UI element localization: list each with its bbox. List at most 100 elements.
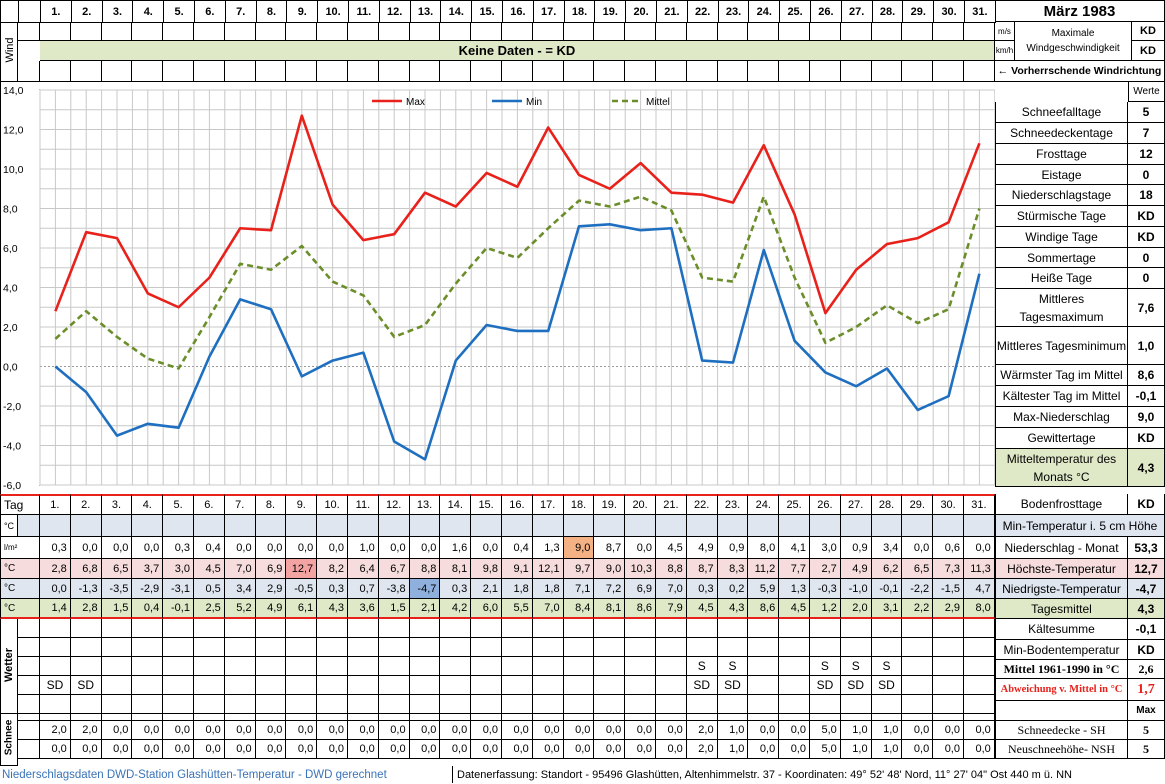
blank-cell [871,61,903,82]
unit-c: °C [0,515,18,537]
blank-cell [409,61,441,82]
nsh-cell: 0,0 [317,740,348,759]
stats-panel: Schneefalltage 5 Schneedeckentage 7 Frosttag… [995,102,1165,495]
stat-value: 7,6 [1128,289,1165,327]
blank-cell [18,657,40,676]
tag-day: 7. [224,494,256,515]
blank-cell [286,22,318,41]
nsh-cell: 0,0 [40,740,71,759]
footer-right: Datenerfassung: Standort - 95496 Glashüt… [452,766,1165,783]
sh-cell: 0,0 [101,721,133,740]
tag-day: 16. [502,494,533,515]
min5-cell [563,515,595,537]
blank-cell [532,22,564,41]
min5-cell [378,515,410,537]
blank-cell [409,22,441,41]
max-cell: 3,0 [163,559,194,579]
mean-cell: 2,0 [840,599,872,619]
schnee-label-cell [0,714,18,766]
wetter-cell [163,695,194,714]
wetter-s-cell [502,657,533,676]
precip-cell: 0,0 [317,537,348,559]
y-tick-label: 0,0 [3,362,18,374]
wetter-cell [810,619,841,638]
blank-cell [471,61,502,82]
nsh-cell: 0,0 [964,740,995,759]
wetter-cell [964,619,995,638]
min5-cell [409,515,441,537]
max-wind-value-kmh: KD [1132,41,1165,61]
blank-cell [18,638,40,657]
precip-cell: 0,0 [132,537,164,559]
header-blank-row [0,22,995,41]
blank-cell [964,22,995,41]
sh-cell: 0,0 [224,721,256,740]
blank-cell [502,22,533,41]
month-title: März 1983 [995,0,1165,22]
wetter-cell [563,619,595,638]
blank-cell [317,22,348,41]
day-header: 7. [225,1,257,23]
wetter-cell [686,695,718,714]
wetter-s-cell [532,657,564,676]
precip-cell: 0,3 [163,537,194,559]
lower-stat-label: Bodenfrosttage [995,494,1128,515]
lower-stat-label: Schneedecke - SH [995,721,1128,740]
mean-cell: 1,5 [378,599,410,619]
precip-cell: 0,0 [625,537,656,559]
wetter-cell [532,638,564,657]
wetter-sd-cell [101,676,133,695]
stat-value: KD [1128,227,1165,248]
precip-cell: 0,0 [378,537,410,559]
blank-cell [995,701,1128,721]
blank-cell [40,22,71,41]
precip-cell: 0,4 [502,537,533,559]
wetter-cell [810,695,841,714]
mean-cell: -0,1 [163,599,194,619]
wetter-cell [933,695,964,714]
mean-cell: 8,6 [748,599,780,619]
y-tick-label: 4,0 [3,283,18,295]
wetter-sd-cell [132,676,164,695]
blank-cell [18,619,40,638]
lower-stat-label: Min-Temperatur i. 5 cm Höhe [995,515,1165,537]
tag-day: 31. [964,494,995,515]
wetter-cell [902,695,934,714]
day-header: 21. [657,1,688,23]
mean-cell: 4,3 [717,599,749,619]
wetter-s-cell [409,657,441,676]
unit-lm2: l/m² [0,537,40,559]
day-header: 15. [472,1,503,23]
wetter-sd-cell: SD [840,676,872,695]
day-header: 2. [71,1,103,23]
wetter-cell [779,695,810,714]
tag-day: 24. [748,494,780,515]
tag-day: 19. [594,494,626,515]
wetter-cell [779,638,810,657]
tag-day: 25. [779,494,810,515]
wetter-cell [964,638,995,657]
no-data-banner: Keine Daten - = KD [40,41,995,61]
lower-stat-label: Neuschneehöhe- NSH [995,740,1128,759]
min5-cell [224,515,256,537]
wetter-cell [163,638,194,657]
blank-cell [348,22,379,41]
blank-cell [194,714,225,721]
max-cell: 2,7 [810,559,841,579]
sh-cell: 0,0 [132,721,164,740]
tag-day: 23. [717,494,749,515]
tag-day: 28. [871,494,903,515]
mean-cell: 2,9 [933,599,964,619]
footer-left: Niederschlagsdaten DWD-Station Glashütte… [2,768,387,781]
wetter-s-cell: S [810,657,841,676]
max-cell: 9,8 [471,559,502,579]
series-line-mittel [54,195,981,370]
day-header: 8. [256,1,288,23]
wetter-cell [409,638,441,657]
blank-cell [625,61,656,82]
legend-label-max: Max [406,97,425,108]
wetter-s-cell [163,657,194,676]
wetter-s-cell [902,657,934,676]
min-cell: 3,4 [224,579,256,599]
wetter-s-cell [656,657,687,676]
